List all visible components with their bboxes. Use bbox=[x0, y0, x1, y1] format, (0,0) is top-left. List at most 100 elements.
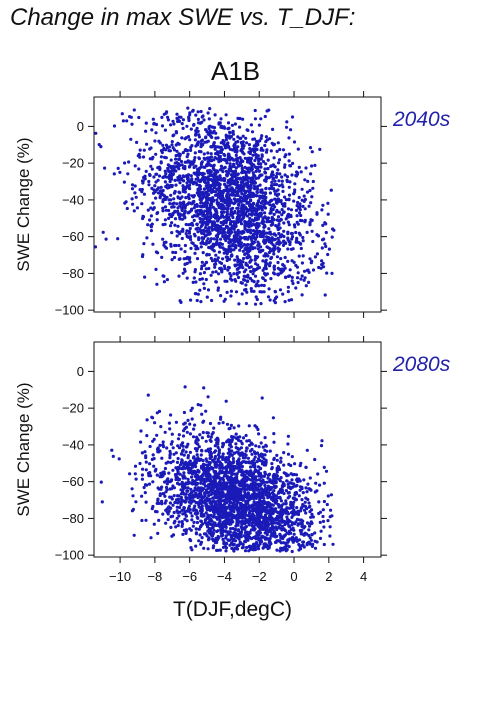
scatter-point bbox=[175, 234, 179, 238]
scatter-point bbox=[137, 167, 141, 171]
scatter-point bbox=[174, 250, 178, 255]
scatter-point bbox=[283, 173, 287, 177]
scatter-point bbox=[205, 506, 209, 510]
scatter-point bbox=[274, 497, 278, 501]
scatter-point bbox=[287, 524, 291, 528]
scatter-point bbox=[245, 439, 249, 443]
scatter-point bbox=[189, 546, 193, 550]
scatter-point bbox=[214, 270, 218, 274]
scatter-point bbox=[172, 452, 176, 456]
scatter-point bbox=[172, 205, 176, 209]
scatter-point bbox=[301, 540, 306, 544]
scatter-point bbox=[258, 139, 262, 143]
scatter-point bbox=[149, 146, 153, 150]
scatter-point bbox=[126, 172, 130, 176]
scatter-point bbox=[264, 267, 268, 271]
scatter-point bbox=[156, 446, 160, 450]
scatter-point bbox=[225, 422, 230, 426]
scatter-point bbox=[283, 165, 287, 169]
scatter-point bbox=[162, 280, 166, 284]
scatter-point bbox=[197, 527, 201, 531]
scatter-point bbox=[284, 125, 289, 129]
scatter-point bbox=[168, 501, 172, 505]
scatter-point bbox=[240, 244, 244, 248]
scatter-point bbox=[329, 508, 333, 512]
scatter-point bbox=[301, 239, 305, 243]
scatter-point bbox=[179, 159, 184, 164]
scatter-point bbox=[148, 218, 152, 222]
scatter-point bbox=[194, 181, 198, 185]
scatter-point bbox=[196, 456, 200, 460]
scatter-point bbox=[226, 265, 231, 269]
scatter-point bbox=[194, 209, 198, 213]
scatter-point bbox=[241, 256, 246, 261]
scatter-point bbox=[235, 544, 239, 548]
scatter-point bbox=[293, 182, 297, 186]
scatter-point bbox=[133, 472, 137, 476]
scatter-point bbox=[207, 460, 211, 464]
scatter-point bbox=[270, 180, 274, 184]
scatter-point bbox=[193, 268, 197, 272]
scatter-point bbox=[231, 215, 235, 220]
scatter-point bbox=[150, 167, 154, 171]
scatter-point bbox=[317, 265, 321, 270]
scatter-point bbox=[188, 164, 192, 168]
scatter-point bbox=[166, 517, 170, 522]
scatter-point bbox=[155, 510, 159, 514]
scatter-point bbox=[197, 135, 201, 139]
scatter-point bbox=[227, 167, 231, 171]
scatter-point bbox=[259, 441, 263, 445]
scatter-point bbox=[252, 289, 256, 293]
scatter-point bbox=[252, 500, 256, 504]
scatter-point bbox=[223, 466, 227, 470]
scatter-point bbox=[135, 140, 139, 144]
scatter-point bbox=[230, 479, 234, 483]
scatter-point bbox=[220, 210, 224, 214]
scatter-point bbox=[117, 457, 121, 461]
scatter-point bbox=[224, 536, 228, 540]
scatter-point bbox=[147, 482, 152, 486]
scatter-point bbox=[298, 479, 302, 483]
scatter-point bbox=[251, 525, 255, 529]
scatter-point bbox=[187, 193, 191, 197]
scatter-point bbox=[246, 158, 250, 162]
scatter-point bbox=[140, 179, 145, 183]
scatter-point bbox=[291, 281, 295, 286]
scatter-point bbox=[236, 520, 240, 525]
scatter-point bbox=[168, 180, 172, 184]
scatter-point bbox=[270, 255, 274, 260]
scatter-point bbox=[279, 541, 283, 545]
scatter-point bbox=[248, 260, 252, 264]
scatter-point bbox=[204, 502, 208, 506]
scatter-point bbox=[247, 184, 251, 188]
scatter-point bbox=[185, 466, 189, 470]
scatter-point bbox=[238, 248, 242, 252]
scatter-point bbox=[296, 147, 300, 151]
scatter-point bbox=[259, 302, 263, 306]
scatter-point bbox=[250, 452, 254, 456]
scatter-point bbox=[219, 195, 223, 199]
scatter-point bbox=[176, 118, 180, 122]
scatter-point bbox=[247, 193, 251, 197]
scatter-point bbox=[189, 127, 193, 131]
scatter-point bbox=[294, 230, 298, 235]
scatter-point bbox=[250, 235, 254, 239]
scatter-point bbox=[232, 549, 236, 553]
scatter-point bbox=[190, 406, 194, 410]
scatter-point bbox=[318, 536, 323, 541]
scatter-point bbox=[195, 203, 199, 207]
scatter-point bbox=[236, 180, 240, 184]
scatter-point bbox=[233, 143, 237, 147]
scatter-point bbox=[225, 258, 229, 263]
scatter-point bbox=[154, 467, 158, 471]
scatter-point bbox=[252, 144, 256, 148]
scatter-point bbox=[194, 244, 199, 248]
scatter-point bbox=[255, 513, 259, 518]
scatter-point bbox=[239, 511, 243, 515]
scatter-point bbox=[285, 175, 290, 179]
scatter-point bbox=[325, 271, 329, 275]
scatter-point bbox=[214, 259, 218, 263]
scatter-point bbox=[268, 264, 272, 268]
scatter-point bbox=[181, 184, 185, 188]
scatter-point bbox=[277, 249, 281, 253]
